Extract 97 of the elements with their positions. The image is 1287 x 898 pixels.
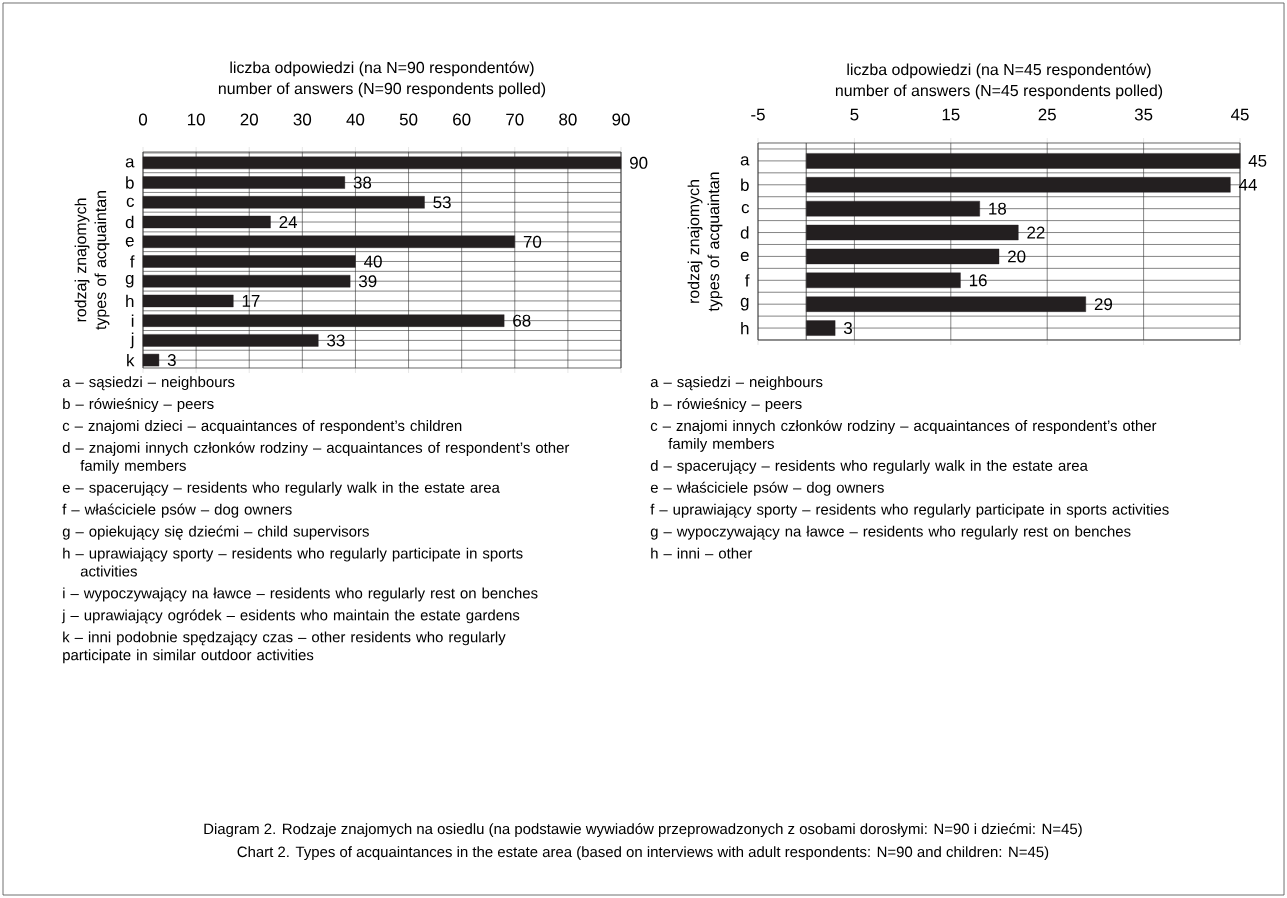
y-axis-title: rodzaj znajomych types of acquaintan <box>74 191 110 330</box>
x-tick-label: -5 <box>751 108 765 121</box>
bar <box>142 275 351 288</box>
data-label: 68 <box>513 314 531 327</box>
x-tick-label: 5 <box>850 108 859 121</box>
text: d – spacerujący – residents who regularly walk in the estate area <box>650 459 1088 474</box>
text: e – spacerujący – residents who regularly walk in the estate area <box>62 481 500 496</box>
data-label: 45 <box>1248 154 1267 167</box>
bar <box>142 235 515 248</box>
x-tick-label: 80 <box>559 113 577 126</box>
bar <box>806 320 836 336</box>
bar <box>142 176 346 189</box>
text: b – rówieśnicy – peers <box>63 397 214 413</box>
bar <box>806 296 1086 312</box>
data-label: 39 <box>358 275 377 288</box>
x-tick-label: 35 <box>1134 108 1153 121</box>
text: e – właściciele psów – dog owners <box>650 481 884 496</box>
y-tick-label: h <box>741 321 749 335</box>
x-tick-label: 25 <box>1038 108 1056 121</box>
bar <box>806 153 1241 169</box>
text: f – uprawiający sporty – residents who regularly participate in sports activities <box>650 503 1169 518</box>
data-label: 18 <box>989 202 1007 215</box>
y-tick-label: f <box>745 274 750 287</box>
data-label: 44 <box>1238 178 1257 191</box>
y-tick-label: d <box>740 226 749 239</box>
y-tick-label: a <box>125 158 135 168</box>
data-label: 20 <box>1008 250 1026 263</box>
bar <box>142 334 319 347</box>
y-tick-label: c <box>126 197 135 207</box>
bar <box>806 224 1019 241</box>
bar <box>806 272 961 288</box>
text: Chart 2. Types of acquaintances in the estate area (based on interviews with adult respondents: N=90 and children: N=45) <box>237 846 1049 861</box>
x-tick-label: 40 <box>346 113 365 126</box>
bar <box>142 196 425 209</box>
data-label: 53 <box>433 196 451 209</box>
x-tick-label: 45 <box>1230 108 1249 121</box>
x-tick-label: 15 <box>942 108 960 121</box>
text: f – właściciele psów – dog owners <box>62 503 292 518</box>
bar <box>806 200 980 217</box>
bar <box>806 248 1000 265</box>
y-tick-label: h <box>126 294 134 308</box>
y-tick-label: e <box>740 251 749 262</box>
y-tick-label: f <box>130 255 135 268</box>
chart-title: liczba odpowiedzi (na N=90 respondentów) <box>230 61 534 77</box>
text: a – sąsiedzi – neighbours <box>650 376 823 391</box>
text: c – znajomi dzieci – acquaintances of respondent’s children <box>62 420 462 434</box>
x-tick-label: 70 <box>506 113 524 126</box>
data-label: 29 <box>1094 298 1113 311</box>
text: i – wypoczywający na ławce – residents who regularly rest on benches <box>63 587 538 602</box>
text: h – inni – other <box>651 547 753 559</box>
x-axis-title: number of answers (N=90 respondents polled) <box>218 82 546 98</box>
data-label: 40 <box>364 255 382 268</box>
data-label: 90 <box>630 156 648 169</box>
data-label: 70 <box>523 235 542 248</box>
data-label: 17 <box>242 295 260 307</box>
y-tick-label: e <box>125 237 134 247</box>
y-tick-label: g <box>125 274 134 288</box>
y-tick-label: c <box>741 204 750 214</box>
chart-title: liczba odpowiedzi (na N=45 respondentów) <box>847 63 1151 79</box>
y-tick-label: j <box>130 332 134 349</box>
data-label: 3 <box>167 354 176 367</box>
x-tick-label: 20 <box>240 113 258 126</box>
text: g – opiekujący się dziećmi – child supervisors <box>62 525 369 540</box>
x-tick-label: 50 <box>399 113 418 126</box>
bar <box>142 255 356 268</box>
bar <box>806 177 1231 193</box>
y-tick-label: b <box>741 178 749 191</box>
bar <box>142 215 271 229</box>
y-tick-label: b <box>126 176 134 189</box>
y-tick-label: g <box>740 297 749 311</box>
bar <box>142 314 505 327</box>
data-label: 3 <box>843 322 852 335</box>
x-tick-label: 60 <box>453 113 471 126</box>
text: Diagram 2. Rodzaje znajomych na osiedlu (na podstawie wywiadów przeprowadzonych z osobami dorosłymi: N=90 i dziećmi: N=45) <box>204 823 1082 838</box>
y-tick-label: a <box>740 156 750 166</box>
x-tick-label: 30 <box>293 113 312 126</box>
data-label: 16 <box>969 274 987 287</box>
text: j – uprawiający ogródek – esidents who maintain the estate gardens <box>61 609 520 624</box>
data-label: 38 <box>353 176 372 189</box>
text: g – wypoczywający na ławce – residents who regularly rest on benches <box>650 525 1131 540</box>
bar <box>142 353 160 367</box>
text: k – inni podobnie spędzający czas – other residents who regularly participate in similar outdoor activities <box>63 631 506 664</box>
x-tick-label: 0 <box>138 113 148 126</box>
y-axis-title: rodzaj znajomych types of acquaintan <box>687 172 723 312</box>
bar <box>142 294 234 308</box>
bar <box>142 156 622 170</box>
data-label: 33 <box>327 334 345 347</box>
y-tick-label: d <box>125 215 134 229</box>
x-axis-title: number of answers (N=45 respondents polled) <box>835 84 1163 100</box>
y-tick-label: k <box>127 353 135 367</box>
x-tick-label: 90 <box>612 113 630 126</box>
data-label: 22 <box>1027 226 1045 239</box>
text: b – rówieśnicy – peers <box>651 397 802 413</box>
x-tick-label: 10 <box>187 113 205 126</box>
text: a – sąsiedzi – neighbours <box>62 376 235 391</box>
y-tick-label: i <box>131 314 134 327</box>
data-label: 24 <box>279 216 298 228</box>
